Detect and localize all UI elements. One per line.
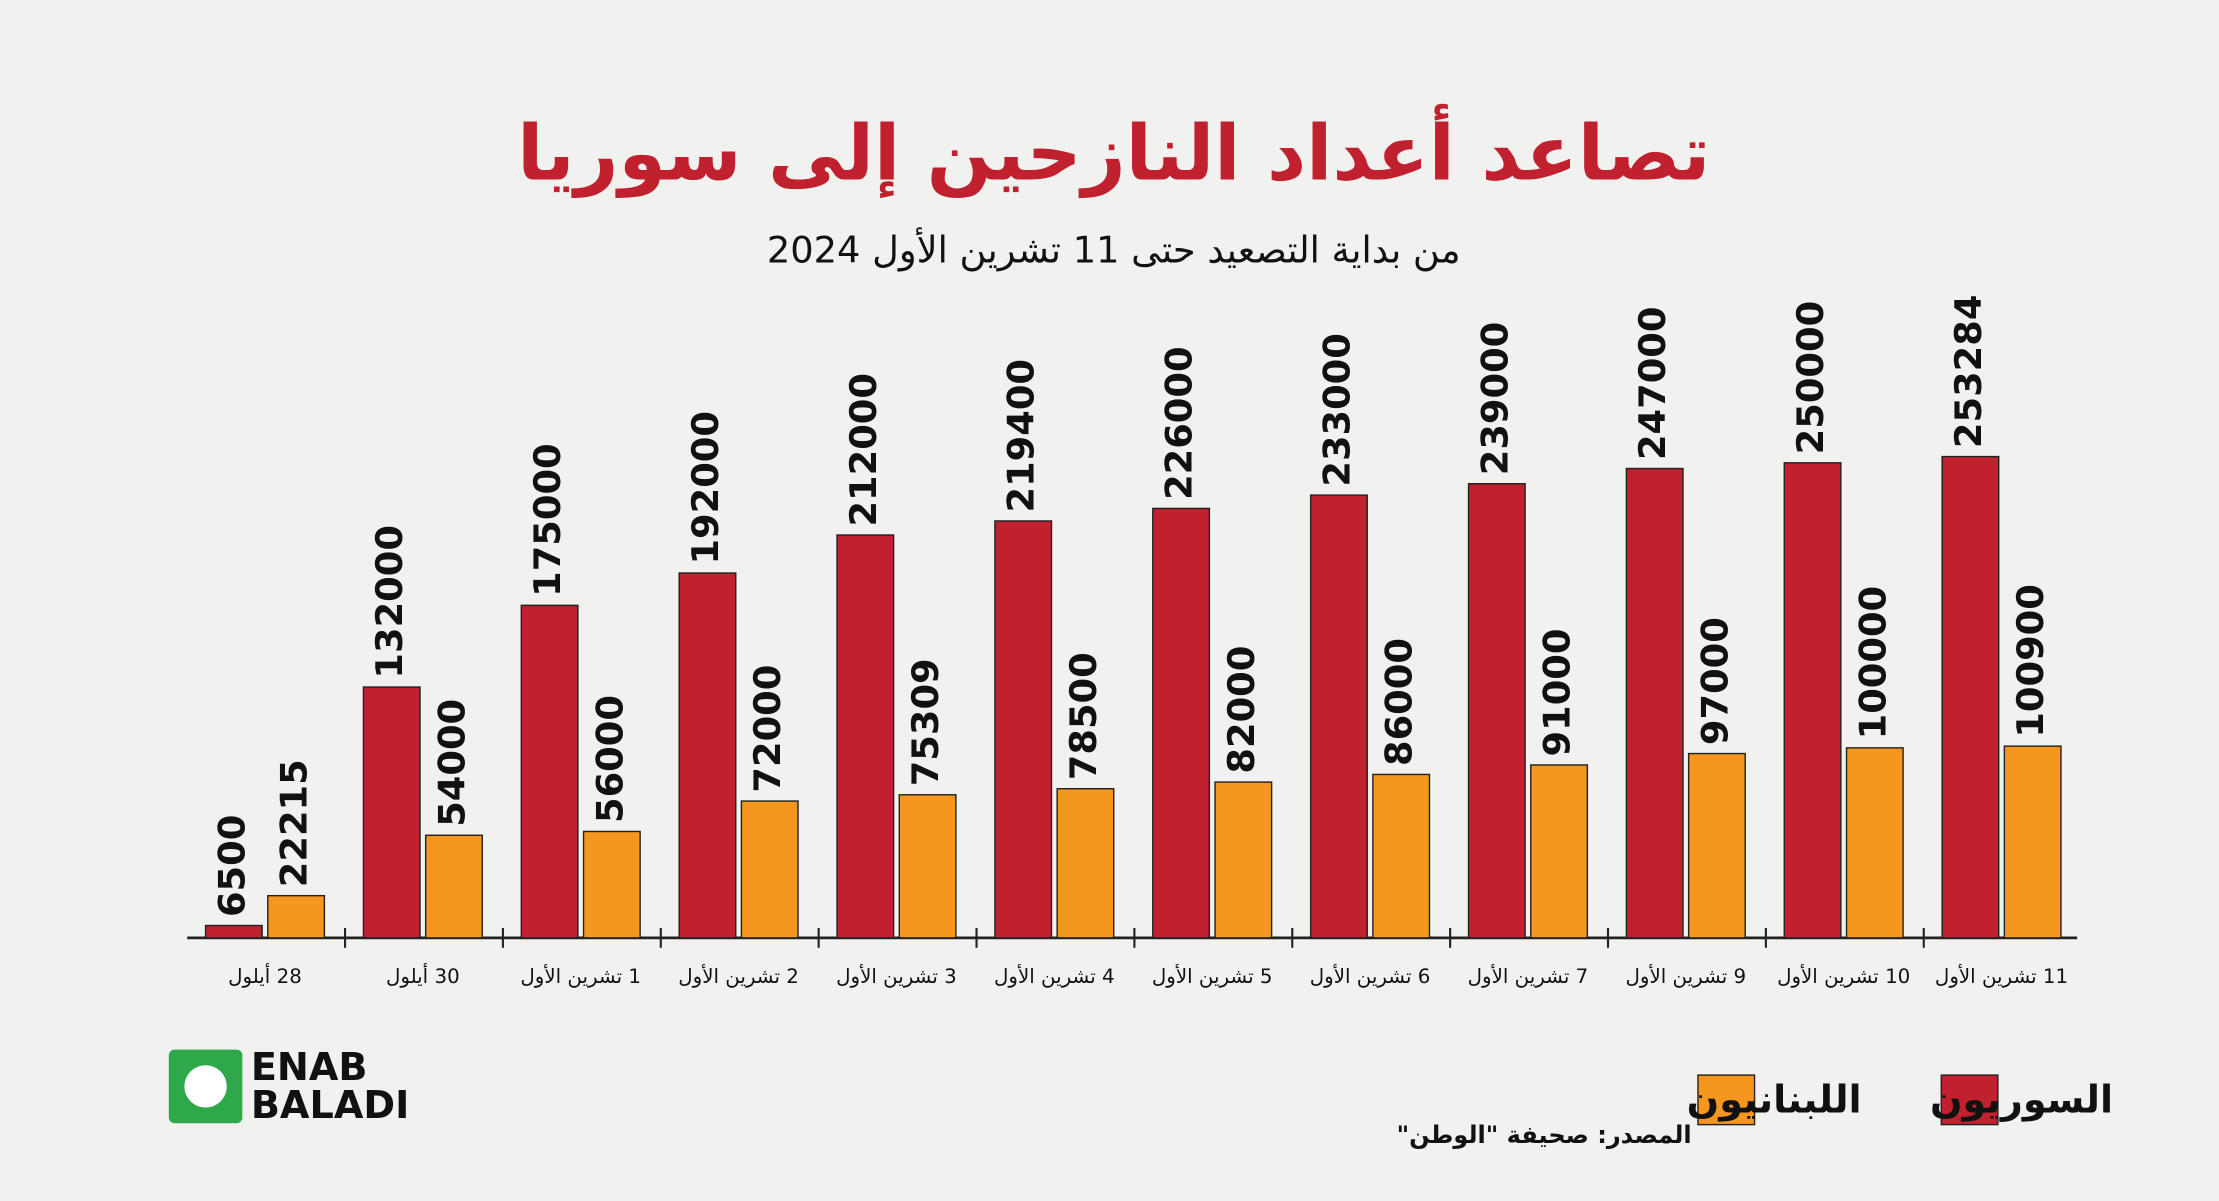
data-label: 86000 bbox=[1378, 638, 1421, 766]
chart-title: تصاعد أعداد النازحين إلى سوريا bbox=[517, 103, 1710, 198]
logo-text: ENAB bbox=[251, 1046, 368, 1090]
background bbox=[3, 0, 2216, 1201]
data-label: 212000 bbox=[842, 373, 885, 527]
logo: ENAB BALADI bbox=[168, 1046, 409, 1128]
logo-text: BALADI bbox=[251, 1084, 409, 1128]
data-label: 75309 bbox=[904, 658, 947, 786]
data-label: 253284 bbox=[1947, 295, 1990, 449]
data-label: 91000 bbox=[1536, 629, 1579, 757]
data-label: 100000 bbox=[1851, 586, 1894, 740]
x-tick-label: 2 تشرين الأول bbox=[678, 964, 799, 988]
x-tick-label: 7 تشرين الأول bbox=[1468, 964, 1589, 988]
x-tick-label: 11 تشرين الأول bbox=[1935, 964, 2068, 988]
x-tick-label: 6 تشرين الأول bbox=[1310, 964, 1431, 988]
data-label: 239000 bbox=[1473, 322, 1516, 476]
bar bbox=[1625, 467, 1684, 939]
data-label: 100900 bbox=[2009, 584, 2052, 738]
data-label: 219400 bbox=[1000, 359, 1043, 512]
legend-swatch bbox=[1940, 1074, 1999, 1126]
x-tick-label: 9 تشرين الأول bbox=[1626, 964, 1747, 988]
data-label: 72000 bbox=[746, 665, 789, 793]
x-tick-label: 5 تشرين الأول bbox=[1152, 964, 1273, 988]
data-label: 175000 bbox=[526, 443, 569, 597]
x-tick-label: 10 تشرين الأول bbox=[1777, 964, 1910, 988]
bar bbox=[678, 572, 737, 939]
data-label: 250000 bbox=[1789, 301, 1832, 455]
bar bbox=[836, 534, 895, 939]
x-tick-label: 28 أيلول bbox=[228, 963, 302, 988]
data-label: 54000 bbox=[430, 699, 473, 827]
x-tick-label: 3 تشرين الأول bbox=[836, 964, 957, 988]
bar bbox=[1941, 455, 2000, 939]
data-label: 226000 bbox=[1158, 346, 1201, 499]
bar bbox=[520, 604, 579, 939]
bar bbox=[1687, 752, 1746, 939]
bar bbox=[582, 830, 641, 939]
bar bbox=[204, 924, 263, 939]
bar bbox=[1467, 483, 1526, 939]
bar bbox=[424, 834, 483, 939]
data-label: 192000 bbox=[684, 411, 727, 564]
x-tick-label: 30 أيلول bbox=[386, 963, 460, 988]
bar bbox=[1214, 781, 1273, 939]
bar bbox=[1372, 773, 1431, 939]
legend-label: اللبنانيون bbox=[1687, 1078, 1862, 1122]
legend-swatch bbox=[1697, 1074, 1756, 1126]
bar bbox=[1783, 462, 1842, 939]
data-label: 22215 bbox=[273, 759, 316, 887]
x-tick-label: 1 تشرين الأول bbox=[520, 964, 641, 988]
bar bbox=[740, 800, 799, 939]
data-label: 97000 bbox=[1693, 617, 1736, 745]
bar bbox=[994, 520, 1053, 939]
bar bbox=[1309, 494, 1368, 939]
data-label: 132000 bbox=[368, 525, 411, 679]
bar bbox=[362, 686, 421, 939]
bar bbox=[1152, 507, 1211, 939]
source-note: المصدر: صحيفة "الوطن" bbox=[1397, 1121, 1692, 1149]
x-tick-label: 4 تشرين الأول bbox=[994, 964, 1115, 988]
bar bbox=[898, 794, 957, 939]
bar bbox=[1530, 764, 1589, 939]
data-label: 233000 bbox=[1315, 333, 1358, 486]
data-label: 78500 bbox=[1062, 652, 1105, 780]
bar bbox=[1056, 788, 1115, 939]
logo-leaf bbox=[184, 1065, 227, 1108]
data-label: 82000 bbox=[1220, 646, 1263, 774]
data-label: 247000 bbox=[1631, 307, 1674, 461]
bar bbox=[1845, 747, 1904, 939]
bar bbox=[2003, 745, 2062, 939]
data-label: 56000 bbox=[588, 695, 631, 823]
bar bbox=[267, 894, 326, 939]
chart-subtitle: من بداية التصعيد حتى 11 تشرين الأول 2024 bbox=[767, 226, 1461, 271]
data-label: 6500 bbox=[210, 815, 253, 917]
legend-label: السوريون bbox=[1930, 1078, 2113, 1122]
